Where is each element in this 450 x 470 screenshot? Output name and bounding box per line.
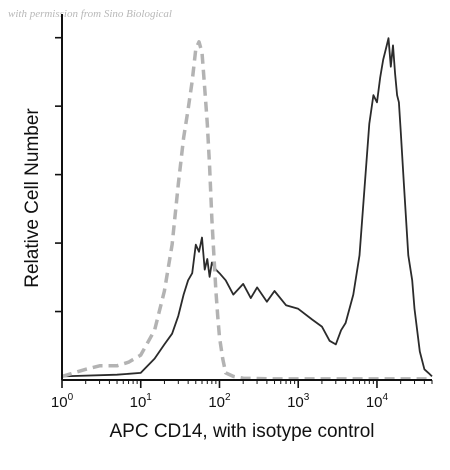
axis-ticks (55, 36, 433, 388)
y-axis-title: Relative Cell Number (22, 108, 43, 288)
x-tick-label: 100 (51, 392, 74, 411)
axes (61, 14, 432, 381)
permission-watermark: with permission from Sino Biological (8, 8, 172, 20)
x-tick-label: 102 (208, 392, 231, 411)
x-tick-label: 103 (287, 392, 310, 411)
x-tick-labels: 100 101 102 103 104 (51, 392, 389, 411)
cd14-stained-line (61, 37, 433, 378)
isotype-control-line (61, 40, 432, 381)
plot-lines (61, 37, 433, 381)
x-tick-label: 101 (130, 392, 153, 411)
x-tick-label: 104 (366, 392, 389, 411)
x-axis-title: APC CD14, with isotype control (109, 421, 374, 442)
